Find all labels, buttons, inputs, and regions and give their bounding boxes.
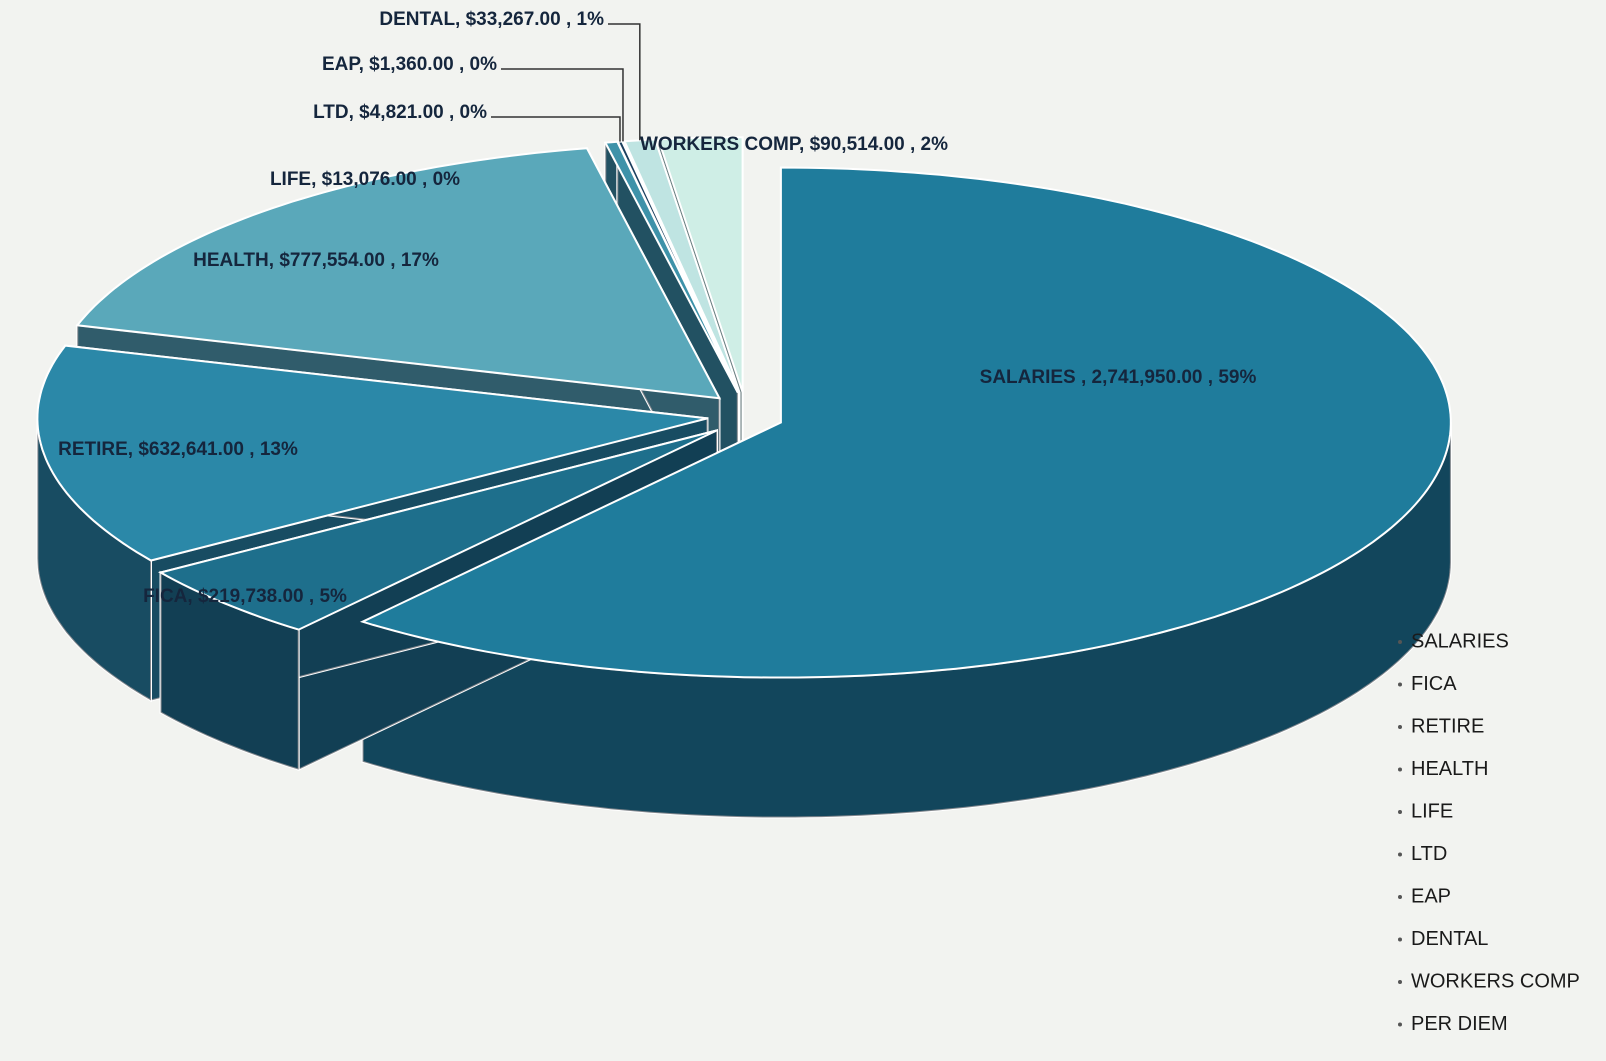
legend-marker <box>1398 767 1402 772</box>
legend-label: SALARIES <box>1411 630 1509 652</box>
legend-label: LTD <box>1411 843 1447 865</box>
data-label: DENTAL, $33,267.00 , 1% <box>379 9 604 30</box>
data-label: EAP, $1,360.00 , 0% <box>322 54 497 75</box>
legend-marker <box>1398 725 1402 729</box>
data-label: SALARIES , 2,741,950.00 , 59% <box>980 367 1257 388</box>
legend-label: DENTAL <box>1411 928 1488 950</box>
data-label: FICA, $219,738.00 , 5% <box>143 586 347 607</box>
legend-label: EAP <box>1411 885 1451 907</box>
legend-marker <box>1398 1022 1402 1027</box>
legend-marker <box>1398 980 1402 984</box>
data-label: HEALTH, $777,554.00 , 17% <box>193 250 439 271</box>
slice <box>359 166 1452 679</box>
legend-marker <box>1398 895 1402 899</box>
legend-label: LIFE <box>1411 800 1453 822</box>
slice <box>657 136 744 393</box>
legend-label: WORKERS COMP <box>1411 970 1580 992</box>
data-label: LTD, $4,821.00 , 0% <box>313 102 487 123</box>
leader-line <box>608 23 641 141</box>
legend-label: FICA <box>1411 673 1457 695</box>
slice <box>603 140 739 394</box>
legend-label: PER DIEM <box>1411 1013 1508 1035</box>
slice-side-shade <box>160 572 299 770</box>
data-label: RETIRE, $632,641.00 , 13% <box>58 439 298 460</box>
legend-marker <box>1398 852 1402 857</box>
data-label: LIFE, $13,076.00 , 0% <box>270 169 460 190</box>
leader-line <box>501 68 624 142</box>
legend-marker <box>1398 682 1402 687</box>
leader-line <box>491 116 621 142</box>
slice <box>36 344 708 562</box>
legend-marker <box>1398 937 1402 942</box>
slice <box>157 429 718 631</box>
legend-label: RETIRE <box>1411 715 1484 737</box>
legend-label: HEALTH <box>1411 758 1488 780</box>
legend-marker <box>1398 810 1402 814</box>
slice-side-shade <box>362 422 1451 818</box>
data-label: WORKERS COMP, $90,514.00 , 2% <box>640 134 948 155</box>
legend-marker <box>1398 640 1402 644</box>
slice-side-shade <box>37 418 151 701</box>
slice <box>75 147 722 400</box>
